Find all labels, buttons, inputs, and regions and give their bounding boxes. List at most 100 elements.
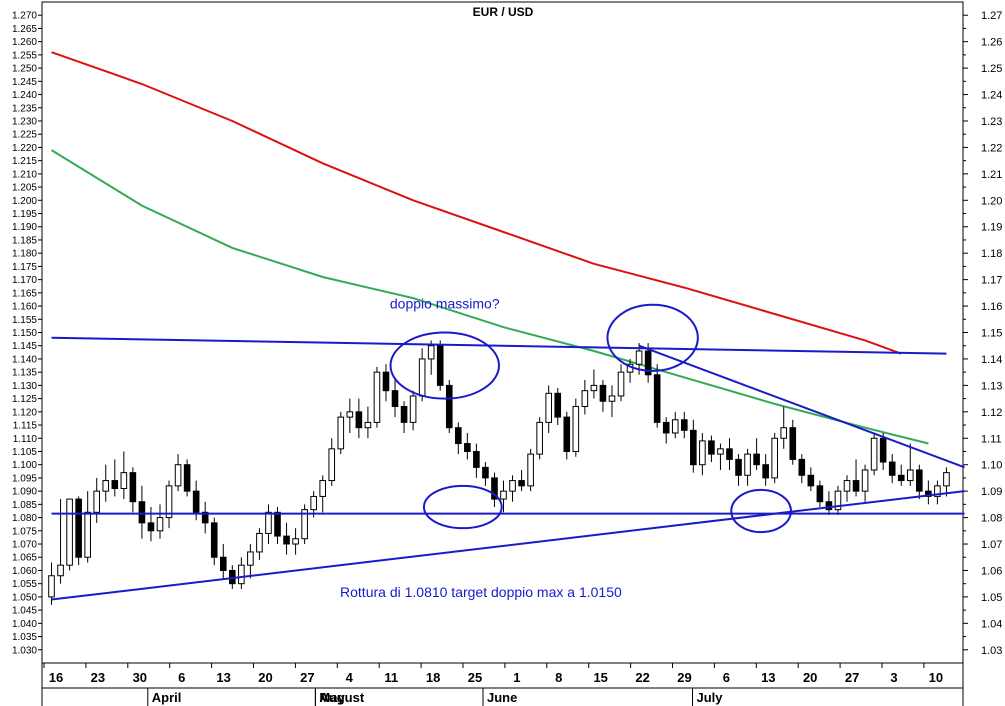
candle-body [66, 498, 73, 566]
candle-body [635, 350, 643, 365]
candle-body [690, 429, 697, 466]
x-month-label: July [697, 690, 724, 705]
candle-body [201, 511, 209, 524]
x-day-label: 20 [803, 670, 817, 685]
y-left-tick-label: 1.260 [12, 37, 37, 48]
x-day-label: 30 [133, 670, 147, 685]
x-day-label: 27 [300, 670, 314, 685]
y-right-tick-label: 1.24 [981, 90, 1002, 102]
y-left-tick-label: 1.225 [12, 130, 37, 141]
axes: 1.030 1.035 1.040 1.045 1.050 1.055 1.060 1.065… [12, 1, 1002, 706]
x-day-label: 6 [178, 670, 185, 685]
y-left-tick-label: 1.175 [12, 262, 37, 273]
y-left-tick-label: 1.185 [12, 235, 37, 246]
candle-body [418, 358, 426, 397]
y-left-tick-label: 1.150 [12, 328, 37, 339]
x-day-label: 25 [468, 670, 482, 685]
y-left-tick-label: 1.245 [12, 77, 37, 88]
candle-body [102, 480, 110, 492]
candle-body [364, 421, 372, 429]
moving-average-line [51, 51, 902, 355]
x-day-label: 16 [49, 670, 63, 685]
y-right-tick-label: 1.14 [981, 354, 1002, 366]
candle-body [834, 490, 842, 511]
x-day-label: 18 [426, 670, 440, 685]
trend-line [638, 344, 965, 469]
candle-body [491, 477, 498, 500]
candle-body [870, 437, 878, 471]
candle-body [807, 474, 815, 487]
candle-body [265, 511, 272, 534]
y-left-tick-label: 1.240 [12, 90, 37, 101]
candle-body [346, 411, 354, 418]
candle-body [292, 538, 299, 545]
candle-body [355, 411, 363, 429]
candle-body [662, 421, 670, 434]
y-right-tick-label: 1.20 [981, 195, 1002, 207]
y-left-tick-label: 1.100 [12, 460, 37, 471]
x-month-label: August [319, 690, 364, 705]
y-left-tick-label: 1.220 [12, 143, 37, 154]
candle-body [509, 480, 516, 492]
candle-body [717, 448, 724, 455]
y-right-tick-label: 1.07 [981, 539, 1002, 551]
candle-body [247, 551, 254, 566]
y-left-tick-label: 1.165 [12, 288, 37, 299]
candle-body [48, 575, 55, 598]
candle-body [464, 443, 471, 452]
chart-annotation: doppio massimo? [390, 296, 500, 312]
x-day-label: 4 [346, 670, 354, 685]
candle-body [771, 437, 778, 479]
y-right-tick-label: 1.23 [981, 116, 1002, 128]
y-left-tick-label: 1.140 [12, 354, 37, 365]
y-right-tick-label: 1.21 [981, 169, 1002, 181]
y-left-tick-label: 1.040 [12, 619, 37, 630]
y-left-tick-label: 1.155 [12, 315, 37, 326]
candle-body [536, 421, 543, 455]
y-right-tick-label: 1.27 [981, 10, 1002, 22]
y-left-tick-label: 1.085 [12, 500, 37, 511]
y-right-tick-label: 1.11 [981, 433, 1002, 445]
candle-body [897, 474, 905, 482]
y-right-tick-label: 1.05 [981, 592, 1002, 604]
candle-body [780, 427, 788, 439]
candle-body [138, 501, 146, 524]
y-right-tick-label: 1.18 [981, 248, 1002, 260]
candle-body [518, 480, 525, 487]
moving-average-line [50, 149, 929, 445]
y-left-tick-label: 1.170 [12, 275, 37, 286]
candle-body [427, 345, 435, 360]
y-left-tick-label: 1.070 [12, 540, 37, 551]
candle-body [238, 564, 245, 585]
x-month-label: June [487, 690, 517, 705]
y-left-tick-label: 1.120 [12, 407, 37, 418]
candle-body [744, 453, 751, 476]
candle-body [608, 395, 616, 402]
candle-body [735, 458, 742, 476]
y-left-tick-label: 1.205 [12, 183, 37, 194]
candle-body [527, 453, 534, 487]
candle-body [147, 522, 155, 532]
candle-body [454, 427, 462, 445]
candle-body [111, 480, 119, 489]
candle-body [473, 450, 480, 468]
highlight-ellipse [389, 331, 500, 400]
y-left-tick-label: 1.045 [12, 606, 37, 617]
chart-title: EUR / USD [473, 5, 534, 19]
x-day-label: 1 [513, 670, 520, 685]
y-left-tick-label: 1.215 [12, 156, 37, 167]
y-left-tick-label: 1.195 [12, 209, 37, 220]
y-left-tick-label: 1.230 [12, 116, 37, 127]
candle-body [554, 392, 562, 418]
candle-body [762, 464, 769, 479]
x-day-label: 23 [91, 670, 105, 685]
candle-body [916, 469, 923, 492]
candle-body [174, 464, 182, 487]
y-left-tick-label: 1.270 [12, 11, 37, 22]
x-day-label: 15 [593, 670, 607, 685]
y-right-tick-label: 1.10 [981, 460, 1002, 472]
y-left-tick-label: 1.075 [12, 526, 37, 537]
y-left-tick-label: 1.035 [12, 632, 37, 643]
y-right-tick-label: 1.06 [981, 565, 1002, 577]
y-left-tick-label: 1.090 [12, 487, 37, 498]
